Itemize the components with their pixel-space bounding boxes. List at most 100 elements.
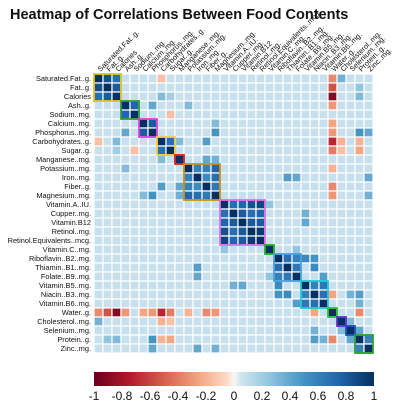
heatmap-cell (345, 82, 356, 93)
heatmap-cell (255, 199, 266, 210)
heatmap-cell (255, 280, 266, 291)
heatmap-cell (246, 226, 257, 237)
heatmap-cell (102, 91, 113, 102)
heatmap-cell (201, 127, 212, 138)
heatmap-cell (210, 235, 221, 246)
heatmap-cell (255, 262, 266, 273)
heatmap-cell (192, 100, 203, 111)
heatmap-cell (273, 172, 284, 183)
heatmap-cell (336, 145, 347, 156)
heatmap-cell (93, 145, 104, 156)
heatmap-cell (345, 298, 356, 309)
heatmap-cell (327, 271, 338, 282)
row-label: Fiber..g. (64, 182, 91, 191)
heatmap-cell (228, 334, 239, 345)
cluster-box (174, 154, 185, 165)
heatmap-cell (210, 127, 221, 138)
heatmap-cell (183, 307, 194, 318)
heatmap-cell (201, 91, 212, 102)
heatmap-cell (291, 289, 302, 300)
heatmap-cell (246, 217, 257, 228)
heatmap-cell (201, 208, 212, 219)
heatmap-cell (363, 289, 374, 300)
heatmap-cell (93, 280, 104, 291)
heatmap-cell (147, 325, 158, 336)
heatmap-cell (174, 154, 185, 165)
heatmap-cell (363, 226, 374, 237)
heatmap-cell (192, 298, 203, 309)
heatmap-cell (336, 289, 347, 300)
heatmap-cell (138, 253, 149, 264)
heatmap-cell (300, 100, 311, 111)
heatmap-cell (273, 199, 284, 210)
heatmap-cell (300, 289, 311, 300)
heatmap-cell (93, 181, 104, 192)
heatmap-cell (282, 181, 293, 192)
heatmap-cell (282, 199, 293, 210)
heatmap-cell (120, 289, 131, 300)
heatmap-cell (291, 91, 302, 102)
heatmap-cell (363, 298, 374, 309)
heatmap-cell (183, 100, 194, 111)
heatmap-cell (345, 244, 356, 255)
heatmap-cell (318, 91, 329, 102)
heatmap-cell (273, 181, 284, 192)
heatmap-cell (309, 127, 320, 138)
heatmap-cell (354, 217, 365, 228)
heatmap-cell (354, 271, 365, 282)
heatmap-cell (147, 271, 158, 282)
heatmap-cell (138, 226, 149, 237)
heatmap-cell (192, 262, 203, 273)
heatmap-cell (354, 343, 365, 354)
heatmap-cell (336, 163, 347, 174)
heatmap-cell (183, 262, 194, 273)
heatmap-cell (219, 262, 230, 273)
heatmap-cell (273, 289, 284, 300)
heatmap-cell (246, 307, 257, 318)
heatmap-cell (273, 190, 284, 201)
heatmap-cell (336, 262, 347, 273)
heatmap-cell (291, 307, 302, 318)
heatmap-cell (345, 172, 356, 183)
heatmap-cell (201, 280, 212, 291)
heatmap-cell (309, 271, 320, 282)
heatmap-cell (129, 136, 140, 147)
heatmap-cell (345, 163, 356, 174)
heatmap-cell (354, 100, 365, 111)
heatmap-cell (138, 208, 149, 219)
heatmap-cell (156, 199, 167, 210)
heatmap-cell (291, 217, 302, 228)
heatmap-cell (129, 100, 140, 111)
heatmap-cell (129, 298, 140, 309)
heatmap-cell (192, 226, 203, 237)
heatmap-cell (345, 208, 356, 219)
heatmap-cell (129, 73, 140, 84)
heatmap-cell (282, 262, 293, 273)
heatmap-cell (255, 226, 266, 237)
heatmap-cell (129, 172, 140, 183)
heatmap-cell (309, 325, 320, 336)
heatmap-cell (102, 100, 113, 111)
heatmap-cell (156, 217, 167, 228)
heatmap-cell (300, 307, 311, 318)
heatmap-cell (354, 82, 365, 93)
heatmap-cell (300, 127, 311, 138)
heatmap-cell (354, 316, 365, 327)
heatmap-cell (336, 73, 347, 84)
heatmap-cell (273, 334, 284, 345)
heatmap-cell (291, 172, 302, 183)
heatmap-cell (246, 91, 257, 102)
heatmap-cell (129, 244, 140, 255)
heatmap-cell (345, 136, 356, 147)
heatmap-cell (183, 163, 194, 174)
heatmap-cell (156, 244, 167, 255)
heatmap-cell (282, 217, 293, 228)
heatmap-cell (327, 91, 338, 102)
heatmap-cell (300, 253, 311, 264)
heatmap-cell (228, 325, 239, 336)
heatmap-cell (183, 334, 194, 345)
heatmap-cell (174, 190, 185, 201)
row-label: Vitamin.B12 (51, 218, 91, 227)
heatmap-cell (138, 100, 149, 111)
heatmap-cell (120, 172, 131, 183)
